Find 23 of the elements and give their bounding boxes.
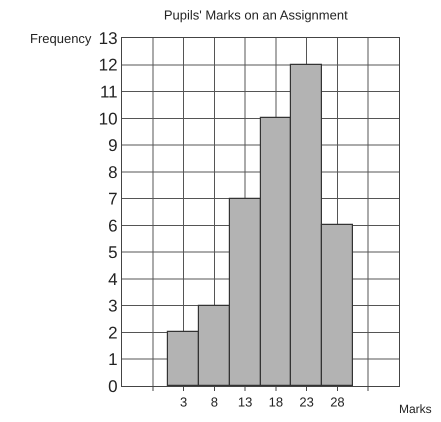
- x-tick-label: 28: [330, 394, 345, 410]
- y-tick-label: 5: [108, 243, 118, 262]
- y-axis-title: Frequency: [30, 31, 92, 46]
- x-tick-label: 23: [299, 394, 314, 410]
- y-tick-label: 1: [108, 350, 118, 370]
- x-tick-label: 18: [268, 394, 284, 410]
- x-tick-label: 3: [180, 394, 188, 410]
- x-tick-label: 13: [238, 394, 252, 410]
- y-tick-label: 7: [108, 190, 118, 209]
- x-axis-title: Marks: [399, 402, 432, 416]
- y-tick-label: 13: [98, 28, 118, 48]
- y-tick-label: 2: [108, 323, 118, 342]
- y-tick-label: 0: [108, 376, 118, 396]
- y-tick-label: 11: [100, 82, 118, 102]
- x-tick-label: 8: [210, 394, 218, 410]
- y-tick-label: 4: [108, 270, 118, 289]
- y-tick-label: 3: [108, 296, 118, 316]
- y-tick-label: 6: [108, 216, 118, 236]
- y-tick-label: 9: [108, 136, 118, 156]
- y-tick-label: 8: [108, 162, 118, 182]
- y-tick-label: 12: [98, 56, 118, 75]
- y-tick-label: 10: [98, 109, 118, 128]
- chart-title: Pupils' Marks on an Assignment: [164, 8, 348, 23]
